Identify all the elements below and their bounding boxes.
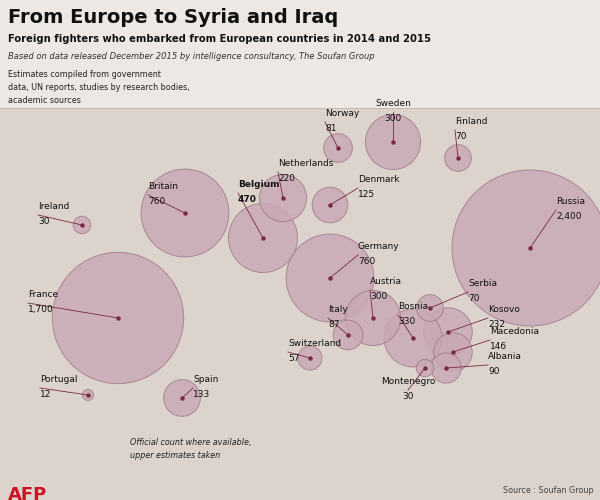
Text: Germany: Germany [358,242,400,251]
Text: AFP: AFP [8,486,47,500]
Text: Albania: Albania [488,352,522,361]
Circle shape [229,204,298,272]
Circle shape [164,380,200,416]
Circle shape [82,390,94,400]
Text: Official count where available,
upper estimates taken: Official count where available, upper es… [130,438,251,460]
Text: Finland: Finland [455,117,487,126]
Text: 300: 300 [370,292,387,301]
Text: Montenegro: Montenegro [381,377,435,386]
Text: Russia: Russia [556,197,585,206]
Text: From Europe to Syria and Iraq: From Europe to Syria and Iraq [8,8,338,27]
Text: Britain: Britain [148,182,178,191]
Text: Portugal: Portugal [40,375,77,384]
FancyBboxPatch shape [0,0,600,108]
Circle shape [298,346,322,370]
Circle shape [141,169,229,257]
Text: 30: 30 [402,392,414,401]
Text: 760: 760 [358,257,375,266]
FancyBboxPatch shape [0,108,600,500]
Text: Italy: Italy [328,305,348,314]
Text: Estimates compiled from government
data, UN reports, studies by research bodies,: Estimates compiled from government data,… [8,70,190,106]
Text: 87: 87 [328,320,340,329]
Text: 300: 300 [385,114,401,123]
Text: Denmark: Denmark [358,175,400,184]
Text: Macedonia: Macedonia [490,327,539,336]
Text: Sweden: Sweden [375,99,411,108]
Circle shape [333,320,363,350]
Text: Netherlands: Netherlands [278,159,334,168]
Circle shape [384,309,442,367]
Text: Based on data released December 2015 by intelligence consultancy, The Soufan Gro: Based on data released December 2015 by … [8,52,374,61]
Text: 125: 125 [358,190,375,199]
Circle shape [52,252,184,384]
Text: 220: 220 [278,174,295,183]
Text: 12: 12 [40,390,52,399]
Text: 330: 330 [398,317,415,326]
Text: 57: 57 [288,354,299,363]
Text: Foreign fighters who embarked from European countries in 2014 and 2015: Foreign fighters who embarked from Europ… [8,34,431,44]
Circle shape [452,170,600,326]
Circle shape [312,187,348,223]
Circle shape [416,360,434,376]
Text: Serbia: Serbia [468,279,497,288]
Circle shape [416,294,443,322]
Text: Spain: Spain [193,375,218,384]
Circle shape [445,144,472,172]
Text: 1,700: 1,700 [28,305,54,314]
Text: 90: 90 [488,367,499,376]
Text: France: France [28,290,58,299]
Circle shape [365,114,421,170]
Text: Kosovo: Kosovo [488,305,520,314]
Circle shape [424,308,472,356]
Text: 2,400: 2,400 [556,212,581,221]
Text: Source : Soufan Group: Source : Soufan Group [503,486,594,495]
Text: Austria: Austria [370,277,402,286]
Text: 232: 232 [488,320,505,329]
Text: Ireland: Ireland [38,202,70,211]
Text: Switzerland: Switzerland [288,339,341,348]
Text: 70: 70 [455,132,467,141]
Text: Norway: Norway [325,109,359,118]
Text: 70: 70 [468,294,479,303]
Circle shape [434,333,472,371]
Circle shape [346,290,401,346]
Text: 30: 30 [38,217,49,226]
Text: Bosnia: Bosnia [398,302,428,311]
Circle shape [323,134,352,162]
Text: 146: 146 [490,342,507,351]
Text: 81: 81 [325,124,337,133]
Circle shape [431,353,461,383]
Text: Belgium: Belgium [238,180,280,189]
Text: 470: 470 [238,195,257,204]
Text: 133: 133 [193,390,210,399]
Text: 760: 760 [148,197,165,206]
Circle shape [73,216,91,234]
Circle shape [259,174,307,222]
Circle shape [286,234,374,322]
